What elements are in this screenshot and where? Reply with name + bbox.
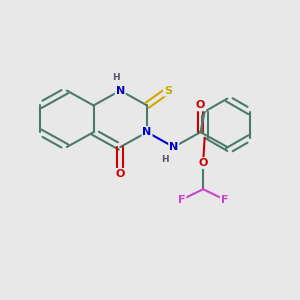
Text: F: F (178, 195, 185, 205)
Text: N: N (116, 85, 125, 96)
Text: O: O (116, 169, 125, 179)
Text: O: O (199, 158, 208, 168)
Text: O: O (196, 100, 205, 110)
Text: N: N (169, 142, 178, 152)
Text: H: H (161, 155, 169, 164)
Text: N: N (142, 127, 152, 137)
Text: H: H (112, 73, 120, 82)
Text: S: S (164, 85, 172, 96)
Text: F: F (221, 195, 228, 205)
